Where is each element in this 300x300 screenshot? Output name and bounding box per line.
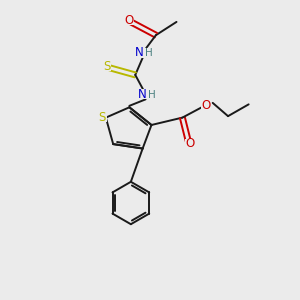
FancyBboxPatch shape <box>201 100 211 110</box>
FancyBboxPatch shape <box>135 48 150 58</box>
Text: H: H <box>148 90 156 100</box>
FancyBboxPatch shape <box>97 113 107 122</box>
FancyBboxPatch shape <box>102 62 111 71</box>
Text: H: H <box>145 48 153 59</box>
Text: O: O <box>125 14 134 27</box>
FancyBboxPatch shape <box>138 89 153 99</box>
FancyBboxPatch shape <box>185 139 194 148</box>
Text: S: S <box>103 60 110 73</box>
Text: S: S <box>99 111 106 124</box>
FancyBboxPatch shape <box>125 16 134 25</box>
Text: N: N <box>138 88 147 100</box>
Text: N: N <box>135 46 144 59</box>
Text: O: O <box>201 99 211 112</box>
Text: O: O <box>185 137 194 150</box>
